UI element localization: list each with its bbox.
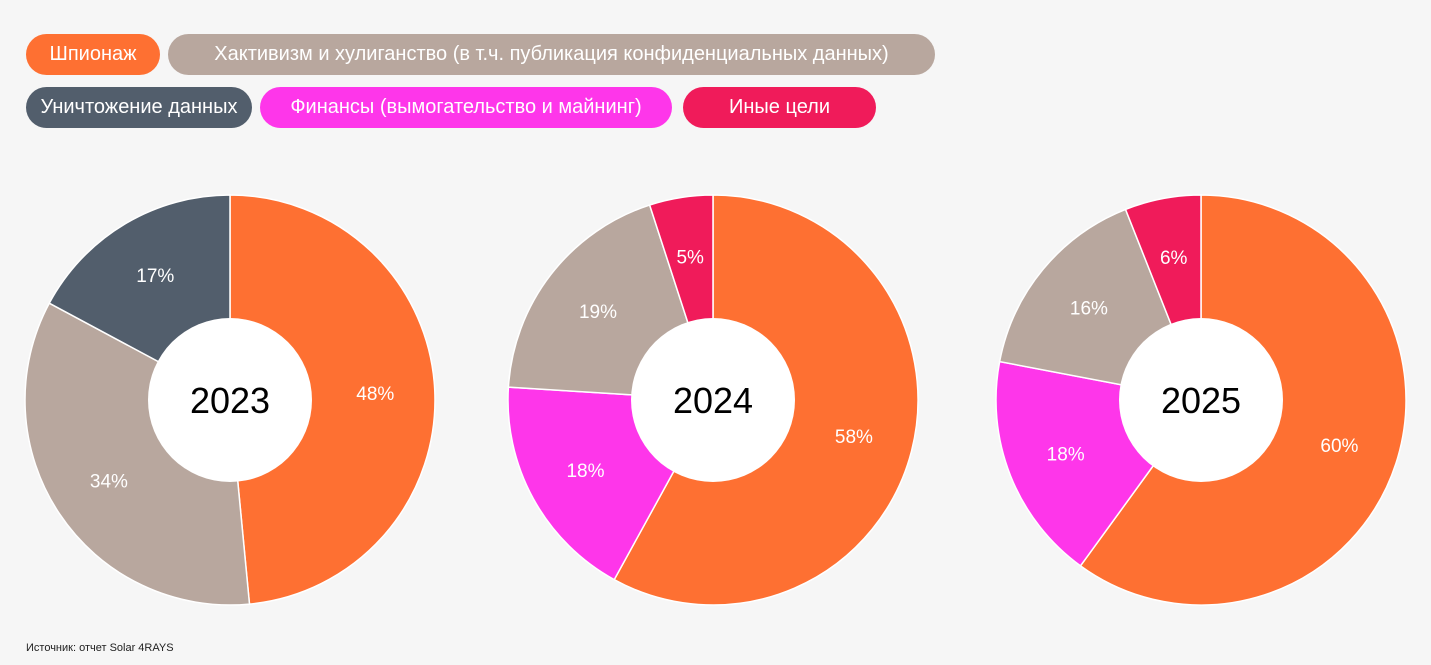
- legend-item-hacktivism: Хактивизм и хулиганство (в т.ч. публикац…: [168, 34, 935, 75]
- chart-year-2023: 2023: [190, 380, 270, 421]
- donut-hole-2024: [631, 318, 795, 482]
- slice-label-2024-finance: 18%: [566, 461, 604, 482]
- slice-2023-espionage: [229, 194, 436, 605]
- slice-label-2024-hacktivism: 19%: [579, 302, 617, 323]
- donut-hole-2025: [1119, 318, 1283, 482]
- chart-year-2024: 2024: [673, 380, 753, 421]
- donut-chart-2024: 58% 18% 19% 5% 2024: [507, 194, 919, 606]
- legend-item-finance: Финансы (вымогательство и майнинг): [260, 87, 672, 128]
- slice-label-2025-hacktivism: 16%: [1070, 298, 1108, 319]
- donut-chart-2023: 48% 34% 17% 2023: [24, 194, 436, 606]
- slice-label-2023-espionage: 48%: [356, 384, 394, 405]
- slice-label-2023-destruction: 17%: [136, 266, 174, 287]
- slice-label-2023-hacktivism: 34%: [90, 472, 128, 493]
- slice-label-2025-espionage: 60%: [1320, 436, 1358, 457]
- slice-label-2024-espionage: 58%: [835, 427, 873, 448]
- slice-label-2025-other: 6%: [1160, 248, 1188, 269]
- donut-hole-2023: [148, 318, 312, 482]
- slice-2023-hacktivism: [24, 302, 251, 606]
- legend-item-other-goals: Иные цели: [683, 87, 876, 128]
- donut-chart-2025: 60% 18% 16% 6% 2025: [995, 194, 1407, 606]
- source-note: Источник: отчет Solar 4RAYS: [26, 642, 174, 654]
- slice-label-2025-finance: 18%: [1047, 445, 1085, 466]
- slice-label-2024-other: 5%: [676, 247, 704, 268]
- chart-year-2025: 2025: [1161, 380, 1241, 421]
- legend-item-espionage: Шпионаж: [26, 34, 160, 75]
- legend-item-data-destruction: Уничтожение данных: [26, 87, 252, 128]
